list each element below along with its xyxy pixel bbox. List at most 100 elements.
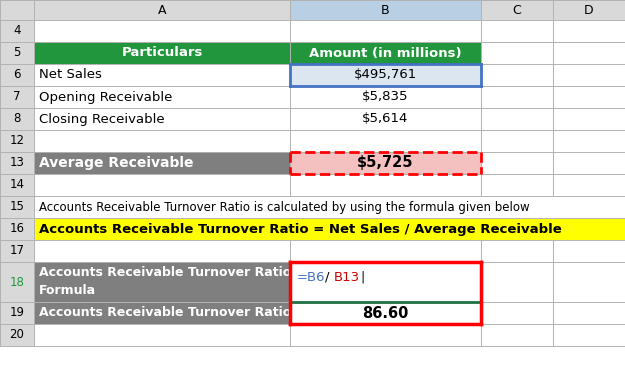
- Text: 12: 12: [9, 135, 24, 147]
- Text: 8: 8: [13, 113, 21, 125]
- Text: Amount (in millions): Amount (in millions): [309, 47, 462, 60]
- Bar: [290, 324, 481, 346]
- Text: |: |: [360, 271, 364, 284]
- Text: Net Sales: Net Sales: [39, 69, 102, 81]
- Text: $5,614: $5,614: [362, 113, 409, 125]
- Bar: [481, 302, 553, 324]
- Bar: [0, 152, 34, 174]
- Text: 14: 14: [9, 179, 24, 191]
- Bar: [290, 20, 481, 42]
- Text: =B6: =B6: [297, 271, 326, 284]
- Bar: [0, 262, 34, 302]
- Bar: [553, 324, 625, 346]
- Bar: [290, 86, 481, 108]
- Bar: [34, 240, 290, 262]
- Text: $5,725: $5,725: [357, 156, 414, 170]
- Bar: [34, 64, 290, 86]
- Bar: [34, 130, 290, 152]
- Text: 15: 15: [9, 201, 24, 213]
- Text: Accounts Receivable Turnover Ratio: Accounts Receivable Turnover Ratio: [39, 307, 291, 320]
- Bar: [553, 42, 625, 64]
- Text: 20: 20: [9, 329, 24, 342]
- Bar: [0, 218, 34, 240]
- Bar: [290, 108, 481, 130]
- Bar: [290, 0, 481, 20]
- Bar: [553, 262, 625, 302]
- Text: 6: 6: [13, 69, 21, 81]
- Text: $495,761: $495,761: [354, 69, 417, 81]
- Text: 19: 19: [9, 307, 24, 320]
- Bar: [481, 108, 553, 130]
- Bar: [481, 240, 553, 262]
- Text: B13: B13: [334, 271, 360, 284]
- Text: D: D: [584, 3, 594, 16]
- Bar: [0, 42, 34, 64]
- Text: Accounts Receivable Turnover Ratio = Net Sales / Average Receivable: Accounts Receivable Turnover Ratio = Net…: [39, 223, 562, 235]
- Bar: [481, 324, 553, 346]
- Bar: [0, 130, 34, 152]
- Bar: [290, 174, 481, 196]
- Bar: [34, 152, 290, 174]
- Text: Accounts Receivable Turnover Ratio: Accounts Receivable Turnover Ratio: [39, 266, 291, 279]
- Bar: [553, 86, 625, 108]
- Text: 5: 5: [13, 47, 21, 60]
- Bar: [0, 0, 34, 20]
- Text: 17: 17: [9, 244, 24, 257]
- Text: 16: 16: [9, 223, 24, 235]
- Text: 18: 18: [9, 276, 24, 288]
- Bar: [481, 86, 553, 108]
- Bar: [34, 86, 290, 108]
- Bar: [290, 262, 481, 302]
- Bar: [290, 152, 481, 174]
- Bar: [481, 20, 553, 42]
- Text: Average Receivable: Average Receivable: [39, 156, 194, 170]
- Text: 86.60: 86.60: [362, 305, 409, 320]
- Text: /: /: [325, 271, 329, 284]
- Text: 13: 13: [9, 157, 24, 169]
- Bar: [0, 20, 34, 42]
- Bar: [34, 218, 625, 240]
- Bar: [553, 174, 625, 196]
- Bar: [0, 240, 34, 262]
- Bar: [34, 20, 290, 42]
- Bar: [0, 302, 34, 324]
- Text: $5,835: $5,835: [362, 91, 409, 103]
- Bar: [290, 42, 481, 64]
- Bar: [0, 196, 34, 218]
- Bar: [34, 174, 290, 196]
- Bar: [290, 130, 481, 152]
- Text: Closing Receivable: Closing Receivable: [39, 113, 164, 125]
- Bar: [553, 64, 625, 86]
- Bar: [290, 64, 481, 86]
- Bar: [34, 302, 290, 324]
- Bar: [34, 262, 290, 302]
- Bar: [481, 130, 553, 152]
- Bar: [290, 302, 481, 324]
- Bar: [34, 42, 290, 64]
- Text: Formula: Formula: [39, 283, 96, 297]
- Bar: [0, 324, 34, 346]
- Bar: [553, 302, 625, 324]
- Bar: [34, 108, 290, 130]
- Bar: [481, 64, 553, 86]
- Bar: [34, 0, 290, 20]
- Bar: [0, 108, 34, 130]
- Bar: [553, 152, 625, 174]
- Bar: [481, 152, 553, 174]
- Bar: [0, 86, 34, 108]
- Bar: [553, 130, 625, 152]
- Text: Accounts Receivable Turnover Ratio is calculated by using the formula given belo: Accounts Receivable Turnover Ratio is ca…: [39, 201, 529, 213]
- Bar: [34, 324, 290, 346]
- Text: 4: 4: [13, 25, 21, 38]
- Bar: [481, 174, 553, 196]
- Bar: [34, 196, 625, 218]
- Text: 7: 7: [13, 91, 21, 103]
- Bar: [553, 0, 625, 20]
- Bar: [481, 0, 553, 20]
- Bar: [481, 262, 553, 302]
- Text: A: A: [158, 3, 166, 16]
- Bar: [481, 42, 553, 64]
- Bar: [553, 20, 625, 42]
- Bar: [553, 240, 625, 262]
- Bar: [0, 64, 34, 86]
